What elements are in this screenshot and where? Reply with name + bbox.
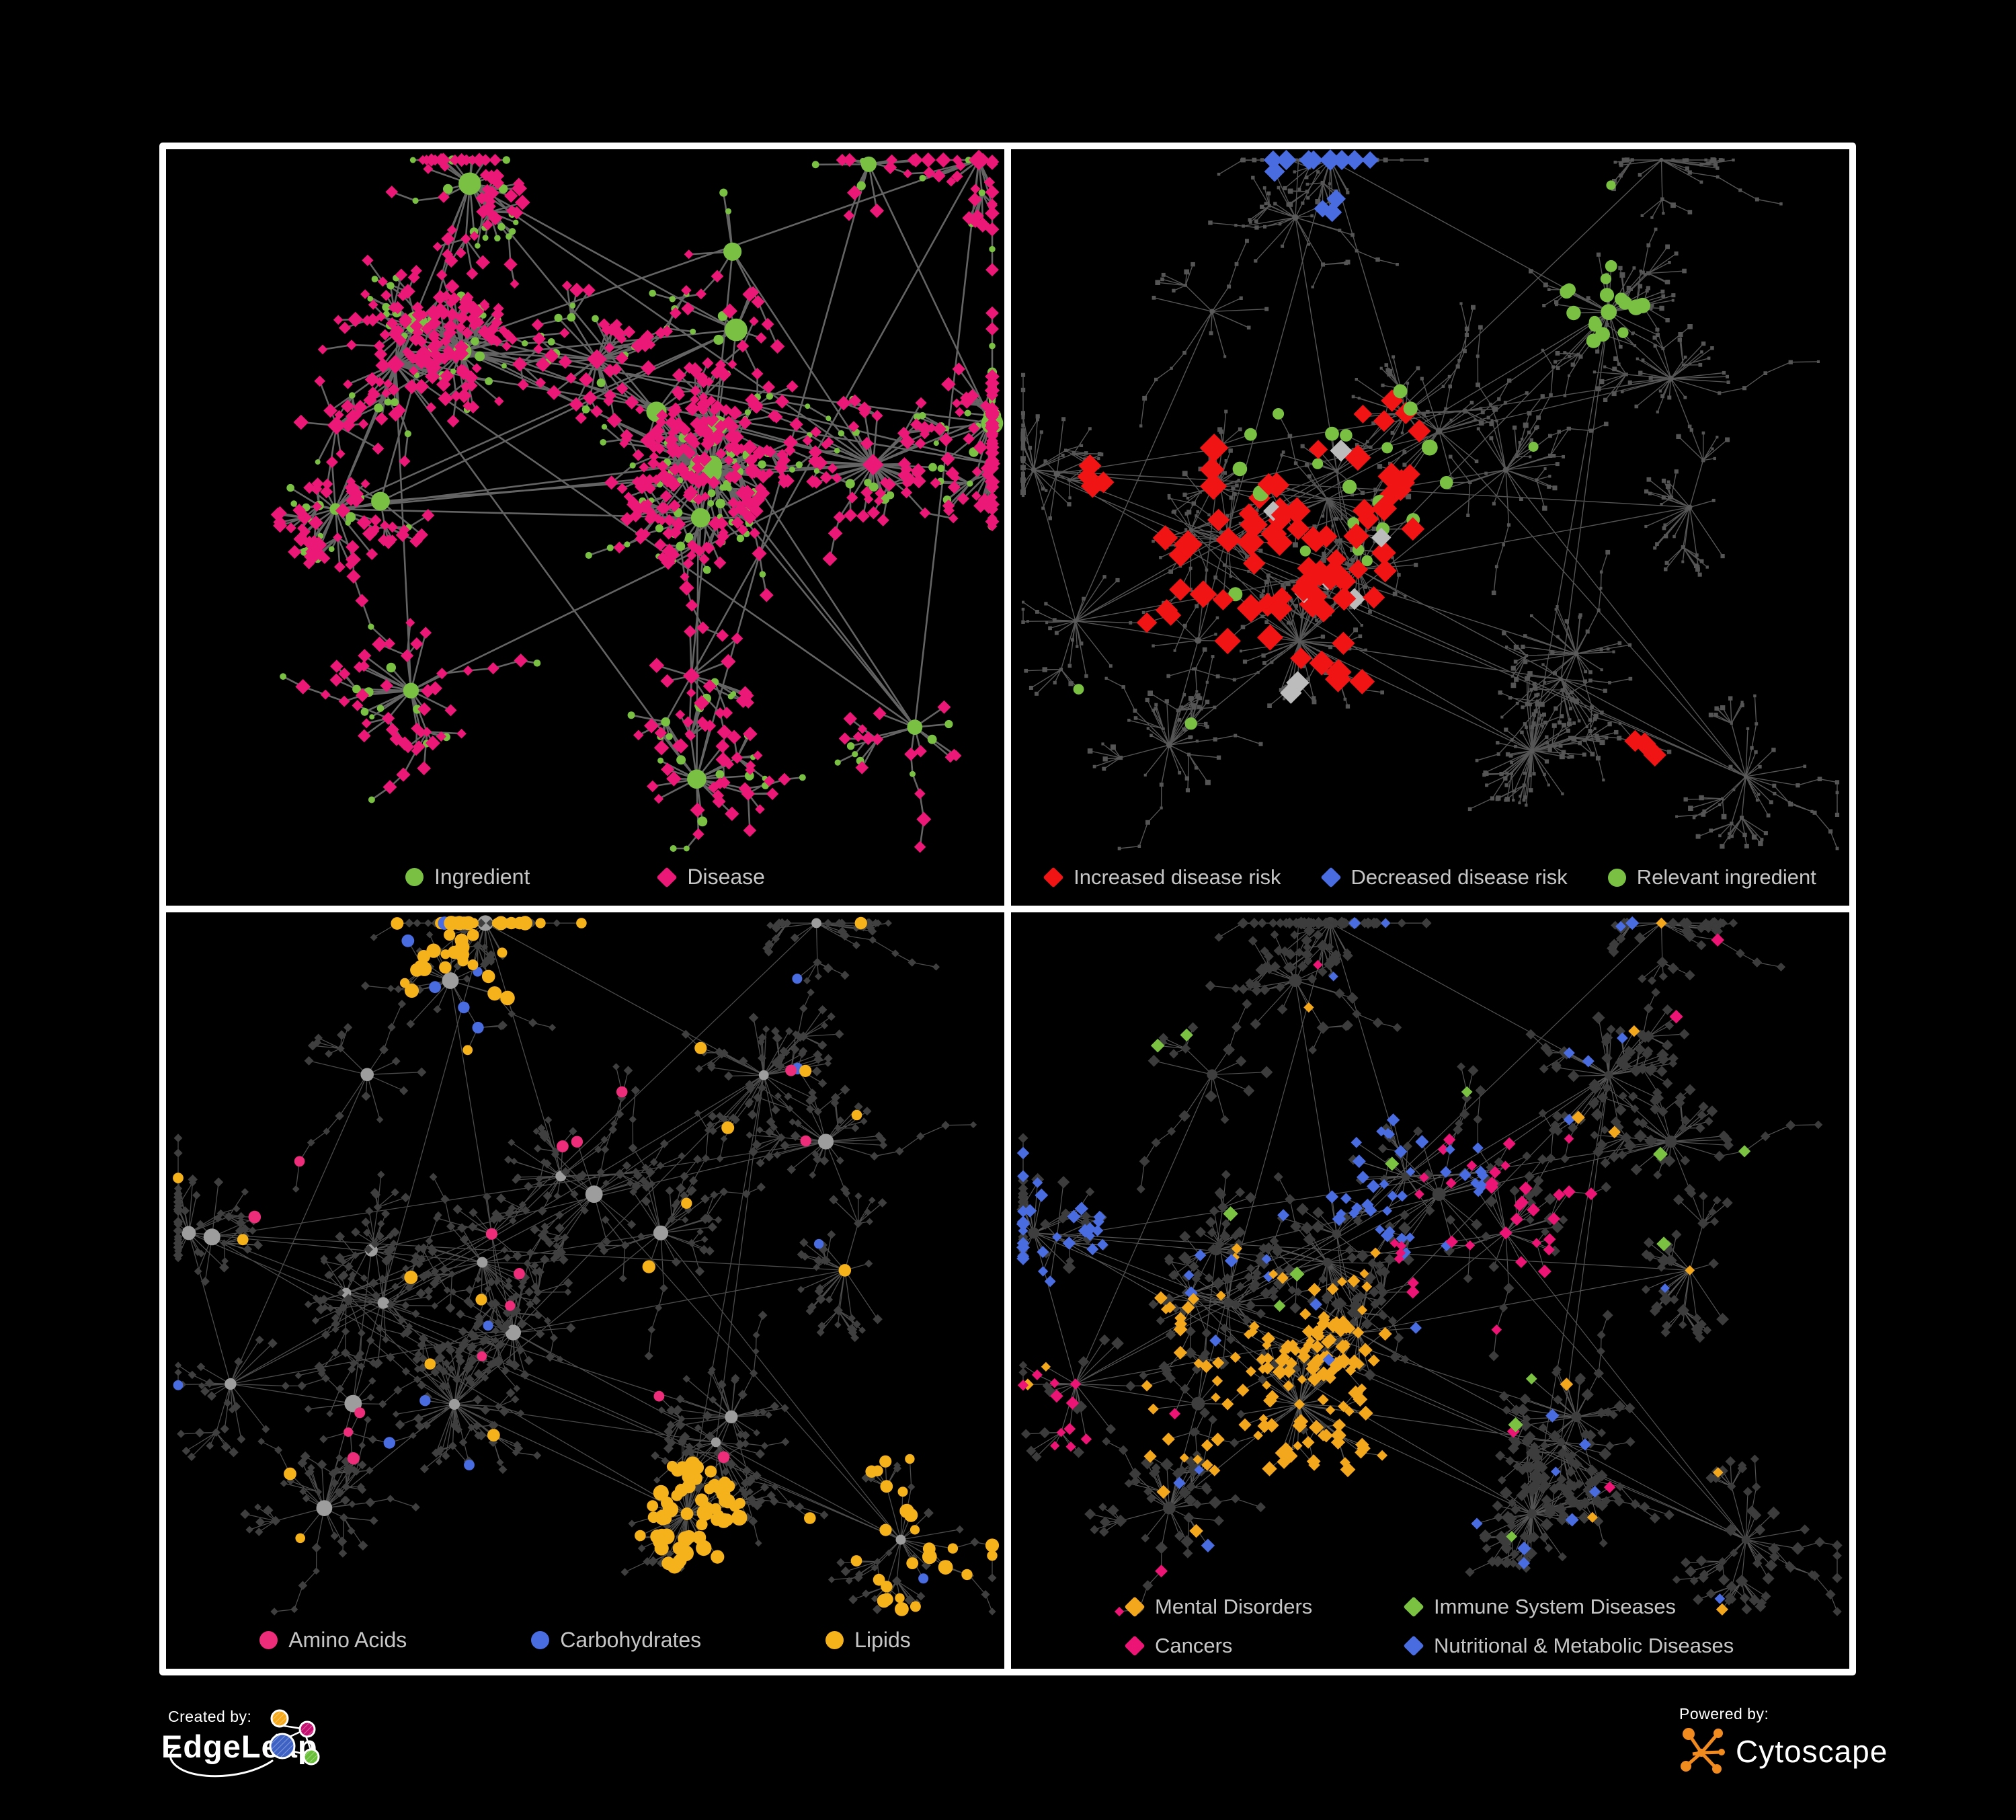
disease-class-network-graph: [1016, 916, 1843, 1617]
legend-label: Ingredient: [434, 865, 530, 889]
diamond-marker-icon: [656, 866, 678, 888]
legend-label: Mental Disorders: [1155, 1595, 1313, 1618]
legend-item: Decreased disease risk: [1320, 865, 1568, 889]
circle-marker-icon: [531, 1631, 550, 1649]
legend-label: Increased disease risk: [1074, 865, 1281, 889]
ingredient-disease-network-graph: [270, 149, 1004, 853]
edgeleap-node-green: [303, 1748, 320, 1766]
panel-disease-classes: Mental Disorders Immune System Diseases …: [1011, 912, 1849, 1669]
legend-disease-classes: Mental Disorders Immune System Diseases …: [1124, 1595, 1734, 1658]
diamond-marker-icon: [1320, 867, 1342, 888]
diamond-marker-icon: [1124, 1635, 1145, 1657]
legend-label: Cancers: [1155, 1634, 1233, 1657]
legend-label: Amino Acids: [288, 1628, 407, 1652]
legend-label: Nutritional & Metabolic Diseases: [1434, 1634, 1734, 1657]
legend-label: Carbohydrates: [560, 1628, 702, 1652]
legend-item: Mental Disorders: [1124, 1595, 1404, 1619]
legend-label: Immune System Diseases: [1434, 1595, 1677, 1618]
legend-item: Disease: [656, 865, 765, 889]
legend-item: Amino Acids: [259, 1628, 407, 1653]
legend-item: Immune System Diseases: [1403, 1595, 1734, 1619]
edgeleap-node-orange: [270, 1709, 289, 1728]
powered-by-block: Powered by: Cytoscape: [1679, 1705, 1888, 1778]
legend-item: Ingredient: [405, 865, 530, 889]
panel-disease-risk: Increased disease risk Decreased disease…: [1011, 149, 1849, 906]
legend-item: Cancers: [1124, 1634, 1404, 1658]
circle-marker-icon: [825, 1631, 844, 1649]
nutrient-class-network-graph: [173, 915, 1000, 1616]
legend-disease-risk: Increased disease risk Decreased disease…: [1011, 865, 1849, 889]
panel-ingredient-disease: Ingredient Disease: [166, 149, 1004, 906]
disease-risk-network-graph: [1020, 149, 1840, 850]
legend-label: Decreased disease risk: [1350, 865, 1568, 889]
legend-item: Increased disease risk: [1043, 865, 1281, 889]
circle-marker-icon: [405, 868, 424, 886]
powered-by-label: Powered by:: [1679, 1705, 1769, 1723]
legend-item: Nutritional & Metabolic Diseases: [1403, 1634, 1734, 1658]
panels-grid: Ingredient Disease Increased disease ris…: [159, 143, 1856, 1675]
edgeleap-node-blue: [269, 1733, 296, 1759]
edgeleap-logo-icon: [169, 1709, 320, 1778]
panel-nutrient-classes: Amino Acids Carbohydrates Lipids: [166, 912, 1004, 1669]
legend-label: Relevant ingredient: [1636, 865, 1816, 889]
cytoscape-wordmark: Cytoscape: [1736, 1734, 1888, 1769]
diamond-marker-icon: [1403, 1596, 1424, 1618]
legend-label: Disease: [687, 865, 765, 889]
legend-item: Carbohydrates: [531, 1628, 701, 1653]
legend-item: Relevant ingredient: [1607, 865, 1816, 889]
diamond-marker-icon: [1043, 867, 1064, 888]
legend-label: Lipids: [854, 1628, 911, 1652]
legend-ingredient-disease: Ingredient Disease: [166, 865, 1004, 889]
circle-marker-icon: [259, 1631, 278, 1649]
cytoscape-logo-icon: [1681, 1728, 1725, 1774]
diamond-marker-icon: [1124, 1596, 1145, 1618]
legend-item: Lipids: [825, 1628, 911, 1653]
legend-nutrient-classes: Amino Acids Carbohydrates Lipids: [166, 1628, 1004, 1653]
diamond-marker-icon: [1403, 1635, 1424, 1657]
created-by-label: Created by:: [168, 1708, 252, 1725]
edgeleap-node-magenta: [298, 1720, 316, 1738]
circle-marker-icon: [1607, 868, 1626, 887]
